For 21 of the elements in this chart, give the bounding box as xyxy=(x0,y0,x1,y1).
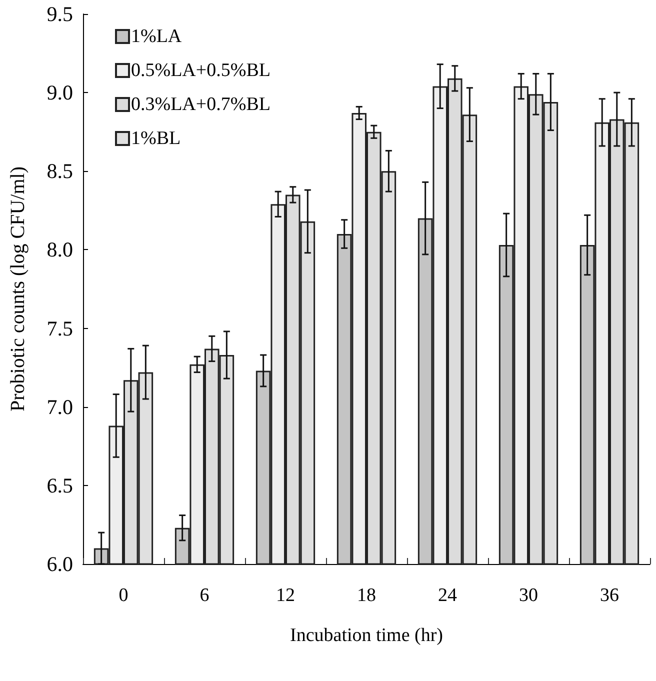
y-tick-label: 9.5 xyxy=(46,2,73,26)
x-tick-label: 12 xyxy=(276,585,295,606)
y-tick-label: 7.5 xyxy=(46,316,73,340)
y-tick-label: 8.5 xyxy=(46,159,73,184)
y-tick-label: 9.0 xyxy=(46,80,73,105)
legend-label: 0.3%LA+0.7%BL xyxy=(131,94,270,115)
y-tick-label: 6.5 xyxy=(46,473,73,498)
y-tick-label: 8.0 xyxy=(46,238,73,262)
x-tick-label: 36 xyxy=(600,585,619,606)
legend-label: 1%LA xyxy=(131,26,182,47)
y-axis-title: Probiotic counts (log CFU/ml) xyxy=(7,166,29,412)
x-tick-label: 0 xyxy=(118,585,128,606)
y-tick-label: 7.0 xyxy=(46,394,73,419)
y-tick-label: 6.0 xyxy=(46,552,73,576)
legend-label: 0.5%LA+0.5%BL xyxy=(131,60,270,81)
x-tick-label: 18 xyxy=(357,585,376,606)
legend-label: 1%BL xyxy=(131,128,181,149)
x-tick-label: 30 xyxy=(519,585,538,606)
x-axis-title: Incubation time (hr) xyxy=(290,625,444,646)
x-tick-label: 24 xyxy=(438,585,458,606)
x-tick-label: 6 xyxy=(200,585,210,606)
